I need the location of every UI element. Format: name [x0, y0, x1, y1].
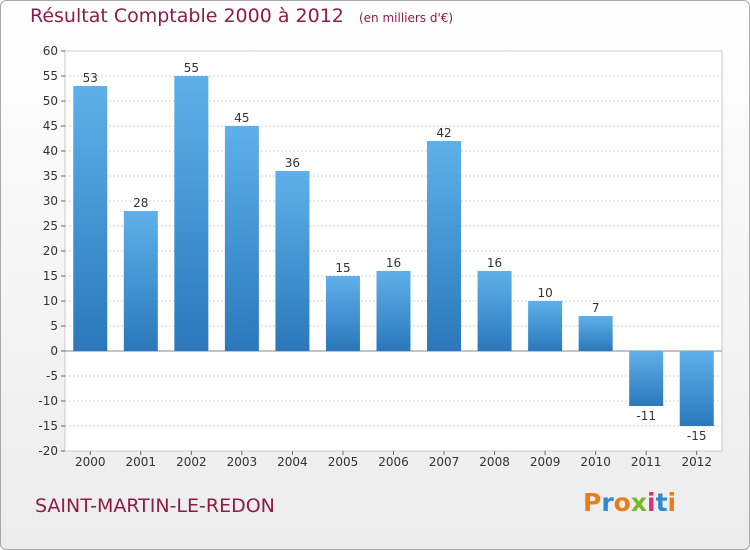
proxiti-logo: Proxiti — [583, 488, 676, 517]
y-tick-label: 45 — [43, 119, 58, 133]
logo-letter: i — [667, 488, 677, 517]
title-row: Résultat Comptable 2000 à 2012 (en milli… — [30, 5, 453, 27]
bar — [427, 141, 462, 351]
y-tick-label: -20 — [38, 444, 58, 458]
x-tick-label: 2004 — [277, 455, 308, 469]
y-tick-label: 0 — [50, 344, 58, 358]
x-tick-label: 2009 — [530, 455, 561, 469]
bar — [376, 271, 411, 351]
data-label: 16 — [386, 256, 401, 270]
bar — [325, 276, 360, 351]
logo-letter: i — [647, 488, 656, 517]
y-tick-label: 55 — [43, 69, 58, 83]
y-tick-label: 30 — [43, 194, 58, 208]
y-tick-label: 25 — [43, 219, 58, 233]
x-tick-label: 2010 — [580, 455, 611, 469]
bar — [629, 351, 664, 406]
data-label: -15 — [687, 429, 707, 443]
data-label: 36 — [285, 156, 300, 170]
y-tick-label: -5 — [46, 369, 58, 383]
y-tick-label: 35 — [43, 169, 58, 183]
data-label: -11 — [636, 409, 656, 423]
data-label: 16 — [487, 256, 502, 270]
x-tick-label: 2002 — [176, 455, 207, 469]
bar — [679, 351, 714, 426]
chart-title: Résultat Comptable 2000 à 2012 — [30, 5, 344, 27]
x-tick-label: 2001 — [126, 455, 157, 469]
data-label: 53 — [83, 71, 98, 85]
bar — [477, 271, 512, 351]
x-tick-label: 2007 — [429, 455, 460, 469]
data-label: 10 — [537, 286, 552, 300]
y-tick-label: 15 — [43, 269, 58, 283]
bar — [275, 171, 310, 351]
logo-letter: x — [630, 488, 647, 517]
x-tick-label: 2003 — [227, 455, 258, 469]
x-tick-label: 2012 — [681, 455, 712, 469]
y-tick-label: 20 — [43, 244, 58, 258]
bar — [224, 126, 259, 351]
y-tick-label: -15 — [38, 419, 58, 433]
logo-letter: P — [583, 488, 602, 517]
bar — [174, 76, 209, 351]
y-tick-label: 5 — [50, 319, 58, 333]
logo-letter: o — [613, 488, 631, 517]
data-label: 28 — [133, 196, 148, 210]
y-tick-label: 60 — [43, 44, 58, 58]
bar — [73, 86, 108, 351]
y-tick-label: -10 — [38, 394, 58, 408]
bar — [528, 301, 563, 351]
data-label: 55 — [184, 61, 199, 75]
y-tick-label: 40 — [43, 144, 58, 158]
data-label: 15 — [335, 261, 350, 275]
x-tick-label: 2000 — [75, 455, 106, 469]
chart-unit: (en milliers d'€) — [358, 11, 454, 25]
commune-name: SAINT-MARTIN-LE-REDON — [35, 495, 275, 517]
logo-letter: t — [655, 488, 668, 517]
data-label: 42 — [436, 126, 451, 140]
y-tick-label: 50 — [43, 94, 58, 108]
data-label: 7 — [592, 301, 600, 315]
bar — [123, 211, 158, 351]
y-tick-label: 10 — [43, 294, 58, 308]
x-tick-label: 2011 — [631, 455, 662, 469]
x-tick-label: 2006 — [378, 455, 409, 469]
logo-letter: r — [601, 488, 614, 517]
bar — [578, 316, 613, 351]
x-tick-label: 2005 — [328, 455, 359, 469]
data-label: 45 — [234, 111, 249, 125]
x-tick-label: 2008 — [479, 455, 510, 469]
